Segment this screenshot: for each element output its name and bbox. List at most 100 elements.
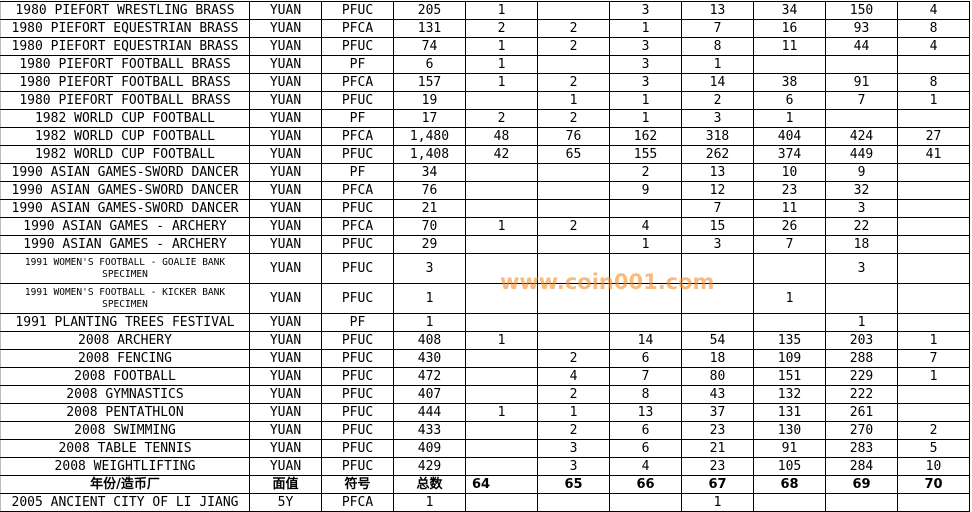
cell-denomination[interactable]: YUAN	[249, 235, 322, 254]
cell-y64[interactable]: 2	[465, 19, 538, 38]
cell-y65[interactable]	[537, 253, 610, 284]
header-cell-y69[interactable]: 69	[825, 475, 898, 494]
cell-total[interactable]: 409	[393, 439, 466, 458]
cell-y69[interactable]: 203	[825, 331, 898, 350]
cell-y65[interactable]: 4	[537, 367, 610, 386]
cell-y69[interactable]: 44	[825, 37, 898, 56]
cell-y67[interactable]: 7	[681, 19, 754, 38]
cell-mark[interactable]: PFUC	[321, 283, 394, 314]
cell-y69[interactable]: 9	[825, 163, 898, 182]
cell-name[interactable]: 1982 WORLD CUP FOOTBALL	[0, 127, 250, 146]
cell-y69[interactable]: 3	[825, 253, 898, 284]
cell-total[interactable]: 6	[393, 55, 466, 74]
cell-y69[interactable]: 424	[825, 127, 898, 146]
cell-y65[interactable]	[537, 283, 610, 314]
cell-y67[interactable]: 43	[681, 385, 754, 404]
header-cell-name[interactable]: 年份/造币厂	[0, 475, 250, 494]
cell-y67[interactable]: 1	[681, 55, 754, 74]
cell-y69[interactable]	[825, 55, 898, 74]
cell-y65[interactable]: 65	[537, 145, 610, 164]
cell-mark[interactable]: PFUC	[321, 1, 394, 20]
cell-y70[interactable]	[897, 199, 970, 218]
cell-y64[interactable]	[465, 283, 538, 314]
cell-y66[interactable]: 3	[609, 73, 682, 92]
cell-y68[interactable]: 131	[753, 403, 826, 422]
cell-y65[interactable]	[537, 493, 610, 512]
cell-total[interactable]: 429	[393, 457, 466, 476]
cell-y69[interactable]: 150	[825, 1, 898, 20]
cell-y69[interactable]: 22	[825, 217, 898, 236]
cell-mark[interactable]: PFUC	[321, 349, 394, 368]
cell-denomination[interactable]: YUAN	[249, 367, 322, 386]
cell-mark[interactable]: PFUC	[321, 367, 394, 386]
cell-y66[interactable]: 1	[609, 235, 682, 254]
cell-name[interactable]: 1980 PIEFORT EQUESTRIAN BRASS	[0, 19, 250, 38]
cell-total[interactable]: 29	[393, 235, 466, 254]
cell-y66[interactable]: 3	[609, 55, 682, 74]
cell-y65[interactable]: 2	[537, 421, 610, 440]
cell-y65[interactable]	[537, 331, 610, 350]
cell-y69[interactable]: 32	[825, 181, 898, 200]
cell-y70[interactable]: 10	[897, 457, 970, 476]
cell-y69[interactable]	[825, 493, 898, 512]
cell-y64[interactable]	[465, 199, 538, 218]
cell-y64[interactable]: 1	[465, 217, 538, 236]
cell-name[interactable]: 1991 WOMEN'S FOOTBALL - KICKER BANK SPEC…	[0, 283, 250, 314]
cell-y64[interactable]	[465, 367, 538, 386]
cell-y66[interactable]: 6	[609, 439, 682, 458]
cell-y67[interactable]: 54	[681, 331, 754, 350]
cell-total[interactable]: 1	[393, 283, 466, 314]
cell-y67[interactable]: 13	[681, 163, 754, 182]
cell-y70[interactable]	[897, 385, 970, 404]
cell-y70[interactable]: 41	[897, 145, 970, 164]
cell-y70[interactable]: 4	[897, 1, 970, 20]
cell-mark[interactable]: PFUC	[321, 235, 394, 254]
cell-y70[interactable]	[897, 55, 970, 74]
cell-total[interactable]: 408	[393, 331, 466, 350]
cell-total[interactable]: 17	[393, 109, 466, 128]
cell-name[interactable]: 1991 WOMEN'S FOOTBALL - GOALIE BANK SPEC…	[0, 253, 250, 284]
cell-denomination[interactable]: YUAN	[249, 313, 322, 332]
cell-denomination[interactable]: YUAN	[249, 421, 322, 440]
cell-name[interactable]: 2008 SWIMMING	[0, 421, 250, 440]
cell-mark[interactable]: PFCA	[321, 19, 394, 38]
cell-name[interactable]: 2008 WEIGHTLIFTING	[0, 457, 250, 476]
cell-y69[interactable]: 93	[825, 19, 898, 38]
cell-y64[interactable]: 48	[465, 127, 538, 146]
cell-mark[interactable]: PFCA	[321, 181, 394, 200]
cell-y64[interactable]	[465, 349, 538, 368]
cell-y70[interactable]: 1	[897, 331, 970, 350]
cell-y70[interactable]: 1	[897, 91, 970, 110]
cell-mark[interactable]: PFUC	[321, 457, 394, 476]
cell-mark[interactable]: PFUC	[321, 199, 394, 218]
header-cell-denomination[interactable]: 面值	[249, 475, 322, 494]
cell-y70[interactable]	[897, 493, 970, 512]
cell-y68[interactable]: 135	[753, 331, 826, 350]
cell-mark[interactable]: PFUC	[321, 385, 394, 404]
cell-y67[interactable]: 262	[681, 145, 754, 164]
cell-y69[interactable]: 283	[825, 439, 898, 458]
cell-y64[interactable]	[465, 181, 538, 200]
cell-y69[interactable]: 288	[825, 349, 898, 368]
cell-y66[interactable]: 14	[609, 331, 682, 350]
cell-denomination[interactable]: YUAN	[249, 331, 322, 350]
cell-y67[interactable]: 21	[681, 439, 754, 458]
cell-total[interactable]: 19	[393, 91, 466, 110]
cell-y68[interactable]: 132	[753, 385, 826, 404]
cell-total[interactable]: 21	[393, 199, 466, 218]
cell-y64[interactable]	[465, 421, 538, 440]
cell-y67[interactable]	[681, 253, 754, 284]
cell-name[interactable]: 1990 ASIAN GAMES-SWORD DANCER	[0, 181, 250, 200]
cell-name[interactable]: 1982 WORLD CUP FOOTBALL	[0, 109, 250, 128]
cell-name[interactable]: 2008 FENCING	[0, 349, 250, 368]
cell-y67[interactable]: 3	[681, 235, 754, 254]
cell-mark[interactable]: PFUC	[321, 403, 394, 422]
cell-y68[interactable]: 151	[753, 367, 826, 386]
cell-y67[interactable]: 23	[681, 457, 754, 476]
cell-y67[interactable]: 80	[681, 367, 754, 386]
cell-y66[interactable]: 1	[609, 19, 682, 38]
cell-y65[interactable]: 2	[537, 217, 610, 236]
cell-denomination[interactable]: YUAN	[249, 217, 322, 236]
cell-y64[interactable]	[465, 91, 538, 110]
cell-y69[interactable]	[825, 283, 898, 314]
